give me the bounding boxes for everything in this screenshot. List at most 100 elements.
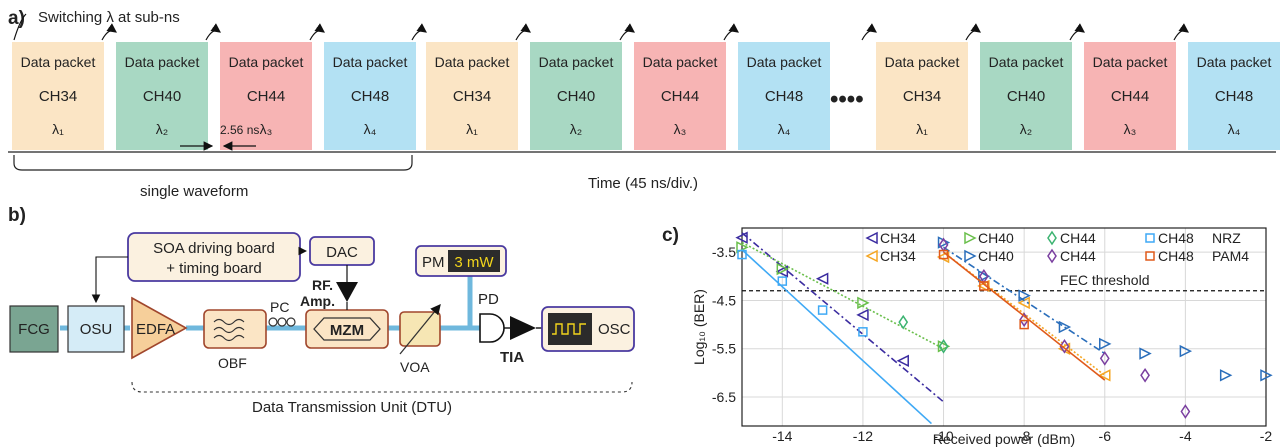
data-point [938,338,949,354]
packet-box [1084,42,1176,150]
edfa-amplifier [131,296,188,360]
packet-title: Data packet [435,54,510,70]
switch-arrow-icon [515,23,531,41]
data-point [857,296,870,310]
legend-marker [1145,233,1155,243]
switch-arrow-icon [1173,23,1189,41]
packet-title: Data packet [989,54,1064,70]
pc-loop-icon [286,317,296,327]
packet-title: Data packet [21,54,96,70]
switch-arrow-icon [861,23,877,41]
obf-label: OBF [218,355,247,371]
data-point [1018,289,1031,302]
data-point [776,262,789,276]
data-point [1019,319,1029,330]
packet-box [1188,42,1280,150]
switch-arrow-icon [965,23,981,41]
switch-arrow-icon [101,23,117,41]
panel-b-label: b) [8,205,26,226]
data-point [737,249,747,260]
filter-wave-icon [213,318,245,342]
packet-box [738,42,830,150]
legend-entry: CH34 [880,248,916,264]
y-axis-label: Log₁₀ (BER) [691,289,707,365]
legend-entry: CH48 [1158,248,1194,264]
osu-label: OSU [80,321,113,338]
legend-entry: CH40 [978,230,1014,246]
packet-channel: CH48 [351,88,389,105]
tia-label: TIA [500,349,524,366]
packet-channel: CH48 [765,88,803,105]
packet-box [530,42,622,150]
pc-label: PC [270,299,289,315]
packet-channel: CH44 [247,88,285,105]
data-point [1099,337,1112,351]
edfa-label: EDFA [136,321,175,338]
data-point [858,327,868,337]
osu-box [67,305,125,353]
packet-channel: CH34 [453,88,491,105]
packet-title: Data packet [1093,54,1168,70]
legend-marker [865,231,878,245]
packet-box [634,42,726,150]
packet-channel: CH44 [1111,88,1149,105]
legend-entry: CH48 [1158,230,1194,246]
fcg-label: FCG [18,321,50,338]
switch-arrow-icon [13,13,27,41]
ber-chart: -14 -12 -10 -8 -6 -4 -2 -3.5 -4.5 -5.5 -6.5 Receive… [691,227,1273,447]
legend-entry: CH40 [978,248,1014,264]
packet-box [220,42,312,150]
packet-channel: CH44 [661,88,699,105]
packet-wavelength: λ₂ [156,121,168,137]
packet-wavelength: λ₂ [1020,121,1032,137]
data-point [898,314,909,330]
packet-channel: CH40 [1007,88,1045,105]
voa-adjust-icon [399,303,441,355]
data-point [1139,347,1152,360]
pm-display [448,250,500,272]
pc-loop-icon [277,317,287,327]
tia-amplifier-icon [510,316,536,340]
voa-label: VOA [400,359,430,375]
dac-box [309,236,375,266]
packet-box [980,42,1072,150]
legend-entry: CH44 [1060,248,1096,264]
data-point [1098,369,1111,382]
x-tick-label: -8 [1018,428,1031,444]
single-waveform-bracket [13,155,413,171]
data-point [775,265,789,278]
rf-label-1: RF. [312,277,333,293]
x-tick-label: -14 [772,428,792,444]
packet-channel: CH48 [1215,88,1253,105]
packet-wavelength: λ₁ [916,121,928,137]
switching-note: Switching λ at sub-ns [38,9,180,26]
packet-title: Data packet [1197,54,1272,70]
packet-title: Data packet [885,54,960,70]
legend-marker [1047,248,1057,264]
data-point [1099,351,1110,366]
x-tick-label: -10 [933,428,953,444]
packet-channel: CH40 [557,88,595,105]
packet-wavelength: λ₁ [52,121,64,137]
gap-label: 2.56 ns [220,123,259,137]
x-tick-label: -2 [1260,428,1273,444]
packet-sequence: Data packet CH34 λ₁ Data packet CH40 λ₂ Data p… [12,13,1280,150]
panel-b: b) FCG OSU EDFA OBF PC MZM VOA [8,205,635,416]
pm-value: 3 mW [454,254,494,271]
packet-channel: CH34 [903,88,941,105]
data-point [979,281,989,291]
switch-arrow-icon [205,23,221,41]
panel-c-label: c) [662,225,679,246]
packet-wavelength: λ₂ [570,121,582,137]
y-tick-label: -6.5 [712,389,736,405]
packet-box [876,42,968,150]
data-point [1219,369,1233,382]
data-point [815,272,829,285]
y-tick-label: -5.5 [712,341,736,357]
switch-arrow-icon [723,23,739,41]
soa-to-osu-arrow [91,256,128,304]
dac-label: DAC [326,244,358,261]
photodiode-icon [479,313,505,343]
data-point [1140,367,1150,383]
data-point [777,276,788,286]
